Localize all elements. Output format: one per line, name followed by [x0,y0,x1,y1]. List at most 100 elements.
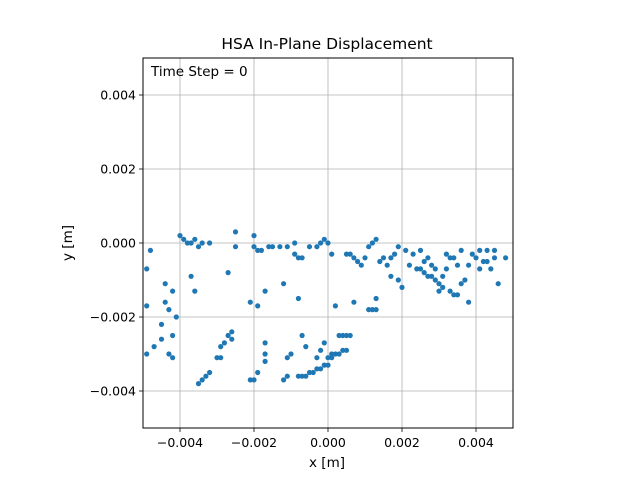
data-point [466,262,472,268]
data-point [162,299,168,305]
data-point [318,240,324,246]
data-point [395,244,401,250]
data-point [158,336,165,342]
time-step-annotation: Time Step = 0 [150,64,248,80]
data-point [458,281,464,287]
data-point [454,292,461,298]
data-point [295,373,301,379]
y-axis-ticks: −0.004 −0.002 0.000 0.002 0.004 [90,88,143,399]
data-point [144,266,150,272]
data-points [144,229,509,387]
data-point [343,347,350,353]
data-point [484,247,490,253]
data-point [251,377,257,383]
x-tick-label: −0.004 [157,435,203,450]
data-point [336,332,342,339]
data-point [262,351,268,357]
data-point [373,295,379,302]
data-point [503,255,509,261]
data-point [251,233,257,239]
data-point [443,251,449,257]
data-point [199,240,205,246]
data-point [173,314,179,320]
data-point [417,266,424,272]
data-point [255,247,261,253]
data-point [281,377,287,383]
data-point [484,258,490,265]
x-tick-label: 0.004 [458,435,494,450]
y-tick-label: −0.002 [90,310,136,325]
data-point [181,236,187,242]
data-point [144,351,150,357]
data-point [477,266,483,272]
data-point [303,344,309,350]
data-point [325,240,331,246]
data-point [332,303,338,309]
data-point [225,332,231,339]
data-point [310,369,316,376]
data-point [417,247,424,253]
data-point [229,336,235,342]
data-point [466,299,472,305]
data-point [473,255,479,261]
data-point [299,332,305,339]
data-point [318,347,324,353]
data-point [158,321,165,327]
data-point [329,251,335,257]
data-point [329,355,335,361]
data-point [340,332,346,339]
data-point [218,355,224,361]
data-point [232,229,239,235]
data-point [440,284,446,290]
y-axis-label: y [m] [60,225,76,261]
data-point [480,258,486,265]
x-axis-ticks: −0.004 −0.002 0.000 0.002 0.004 [157,428,494,450]
data-point [403,247,409,253]
data-point [325,355,331,361]
data-point [269,244,276,250]
data-point [262,288,268,294]
data-point [369,240,375,246]
y-tick-label: 0.004 [100,88,136,103]
data-point [414,266,420,272]
data-point [351,299,357,305]
data-point [451,292,457,298]
data-point [151,344,157,350]
data-point [377,258,383,265]
data-point [355,258,361,265]
data-point [336,351,342,357]
chart-title: HSA In-Plane Displacement [221,35,432,53]
x-tick-label: 0.000 [310,435,346,450]
data-point [292,240,298,246]
data-point [447,255,453,261]
data-point [147,247,153,253]
data-point [247,299,253,305]
data-point [225,270,231,276]
data-point [458,247,464,253]
data-point [380,255,387,261]
data-point [284,373,290,379]
data-point [399,284,405,290]
data-point [425,273,431,279]
data-point [166,351,172,357]
data-point [477,247,483,253]
grid-lines [143,58,513,428]
data-point [432,266,438,272]
data-point [488,266,494,272]
data-point [284,244,290,250]
data-point [306,244,313,250]
data-point [388,255,394,261]
data-point [325,362,331,368]
data-point [314,355,320,361]
data-point [295,255,301,261]
data-point [392,251,398,257]
data-point [384,262,390,268]
data-point [358,262,364,268]
data-point [277,244,283,250]
y-tick-label: −0.004 [90,384,136,399]
data-point [306,369,313,376]
data-point [221,340,227,346]
data-point [232,244,239,250]
data-point [432,277,438,283]
